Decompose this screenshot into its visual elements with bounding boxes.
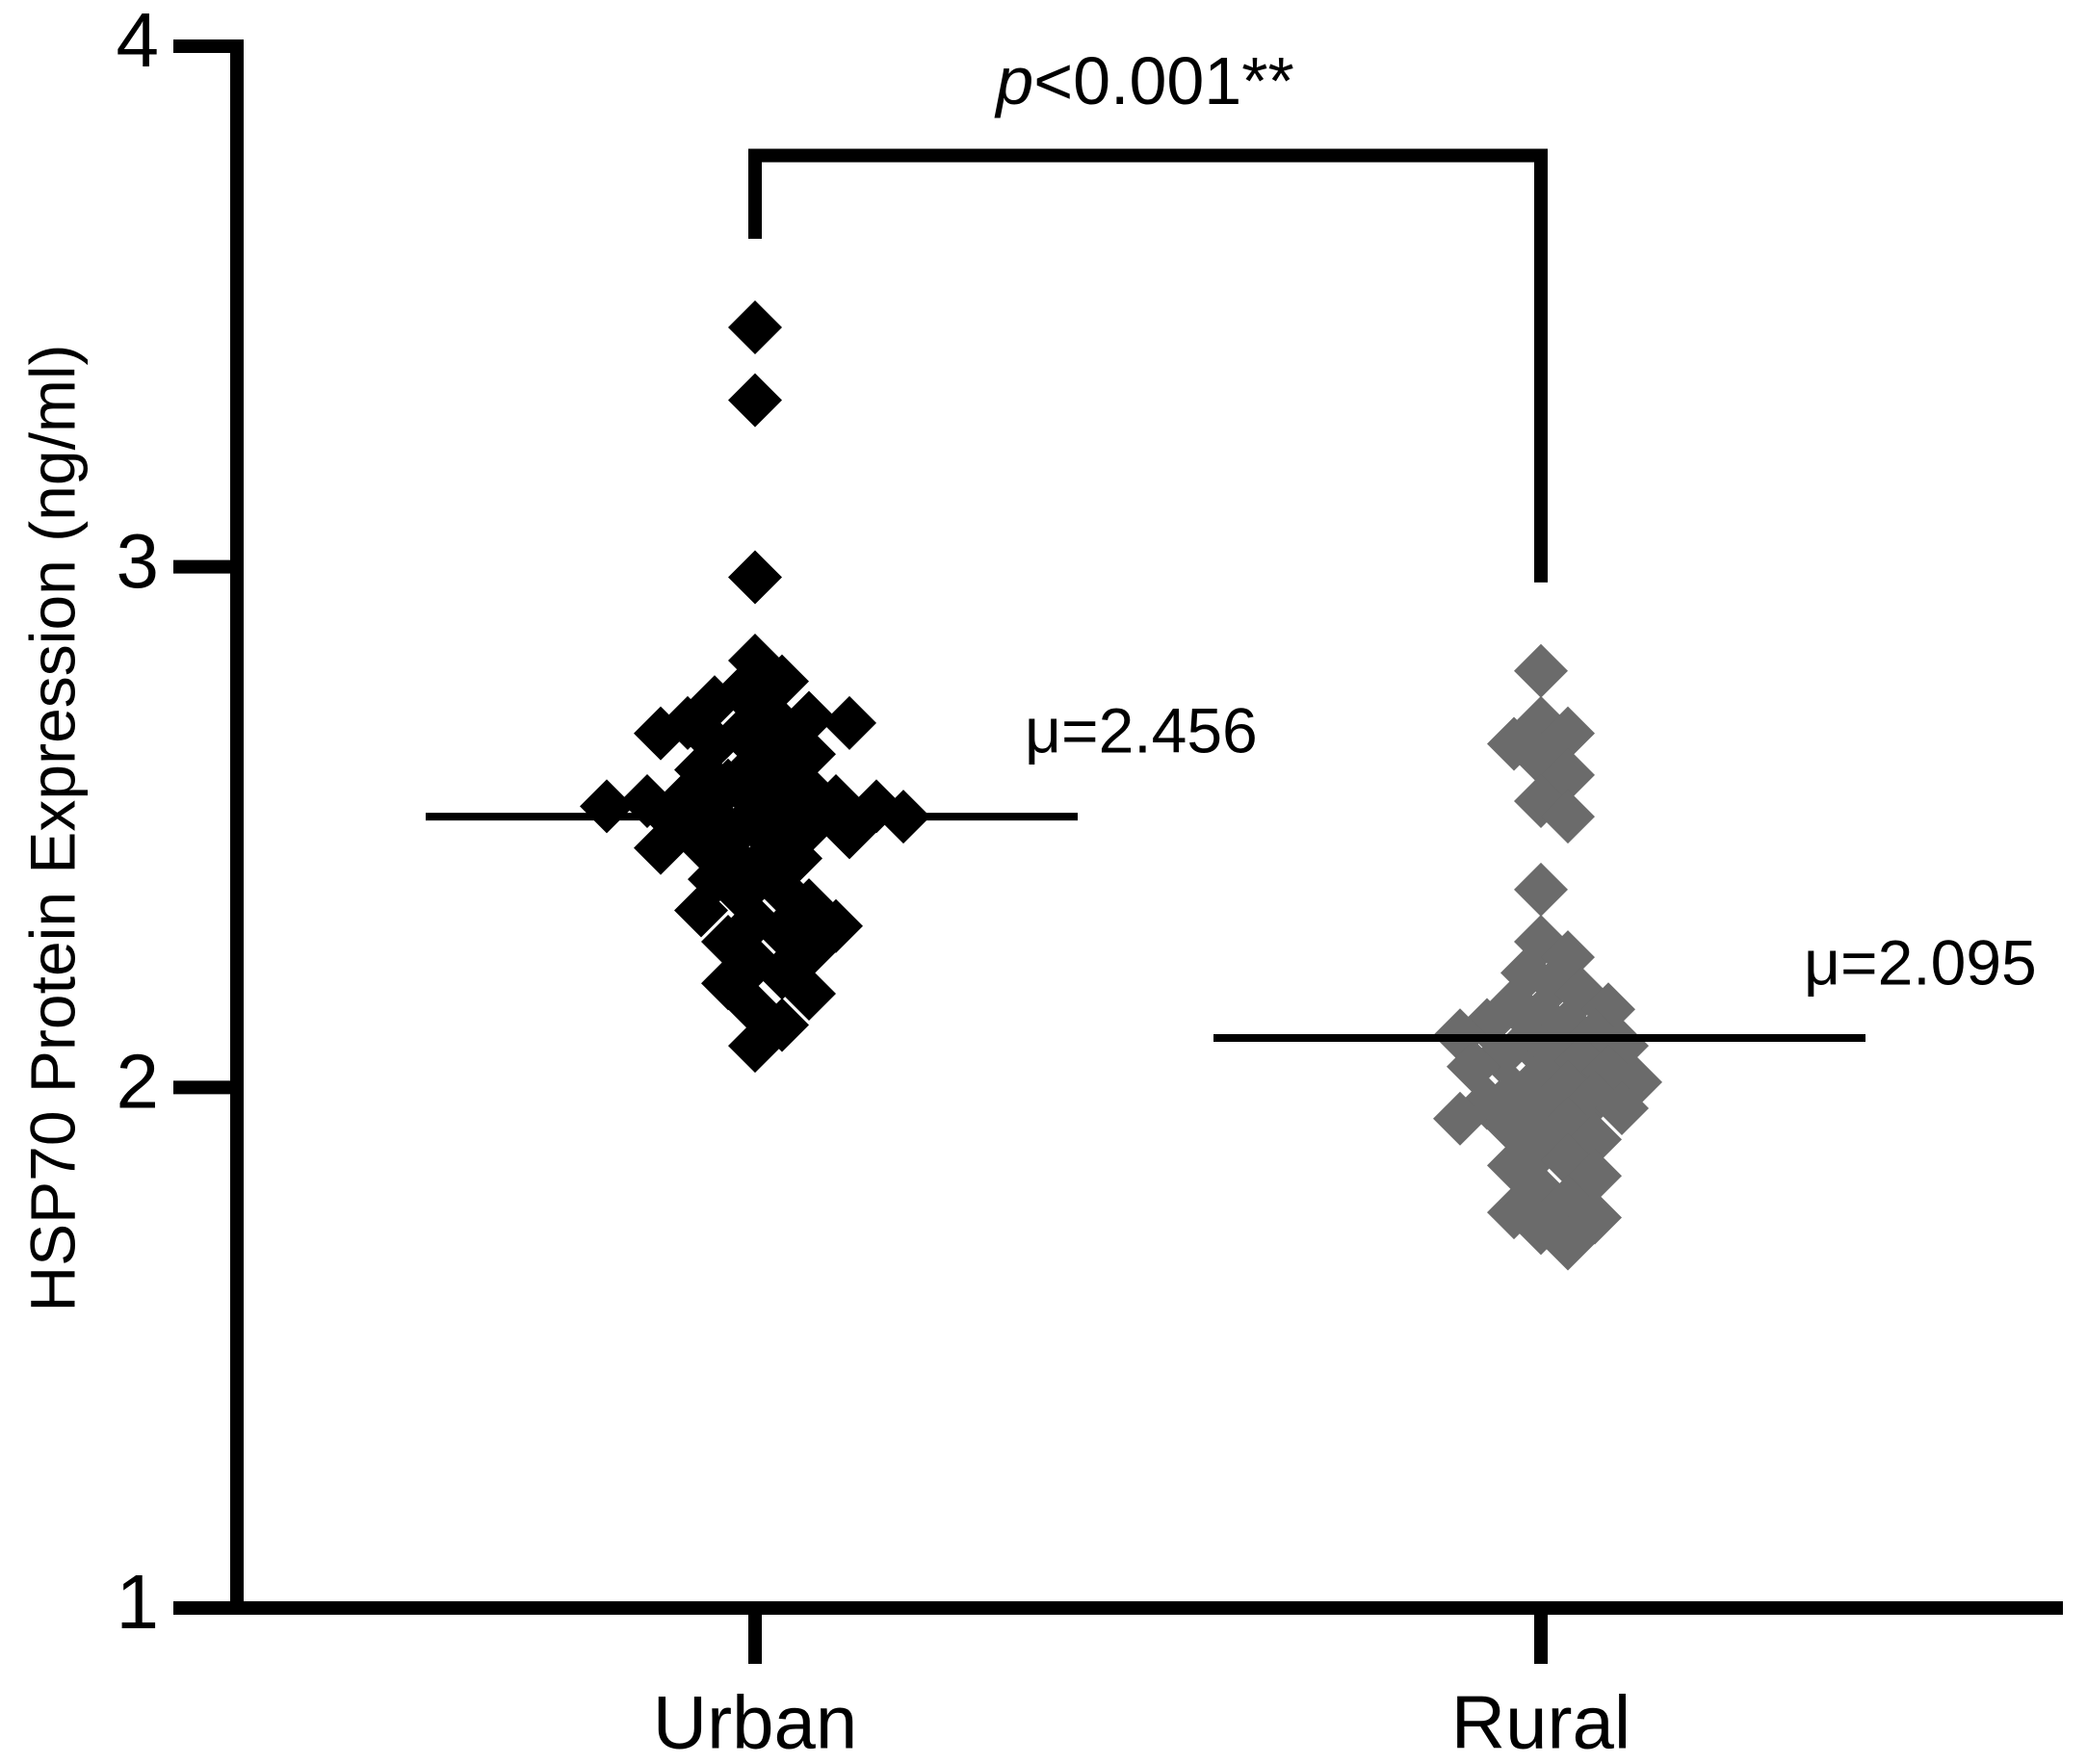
x-tick-label: Urban bbox=[653, 1680, 857, 1764]
data-point bbox=[634, 820, 688, 875]
data-point bbox=[580, 779, 634, 834]
data-point bbox=[728, 935, 782, 990]
data-point bbox=[782, 967, 836, 1022]
x-tick-label: Rural bbox=[1451, 1680, 1630, 1764]
data-point bbox=[674, 883, 728, 938]
y-tick-label: 1 bbox=[117, 1559, 160, 1645]
data-point bbox=[634, 706, 688, 761]
y-tick-label: 2 bbox=[117, 1038, 160, 1124]
y-axis-title: HSP70 Protein Expression (ng/ml) bbox=[16, 344, 88, 1311]
y-tick-label: 3 bbox=[117, 518, 160, 604]
data-point bbox=[728, 550, 782, 605]
data-point bbox=[755, 946, 809, 1000]
data-point bbox=[728, 299, 782, 354]
significance-bracket bbox=[748, 148, 1548, 583]
mean-label: μ=2.456 bbox=[1025, 694, 1258, 765]
mean-label: μ=2.095 bbox=[1804, 926, 2037, 998]
data-point bbox=[1514, 643, 1568, 698]
data-point bbox=[728, 373, 782, 428]
data-point bbox=[1514, 862, 1568, 917]
data-point bbox=[1541, 1216, 1595, 1271]
significance-label: p<0.001** bbox=[994, 43, 1293, 118]
data-point bbox=[1500, 946, 1554, 1000]
data-point bbox=[728, 1019, 782, 1074]
data-point bbox=[1595, 1080, 1649, 1135]
data-point bbox=[1433, 1091, 1487, 1146]
y-tick-label: 4 bbox=[117, 0, 160, 83]
data-point bbox=[822, 695, 876, 750]
data-point bbox=[1541, 790, 1595, 844]
